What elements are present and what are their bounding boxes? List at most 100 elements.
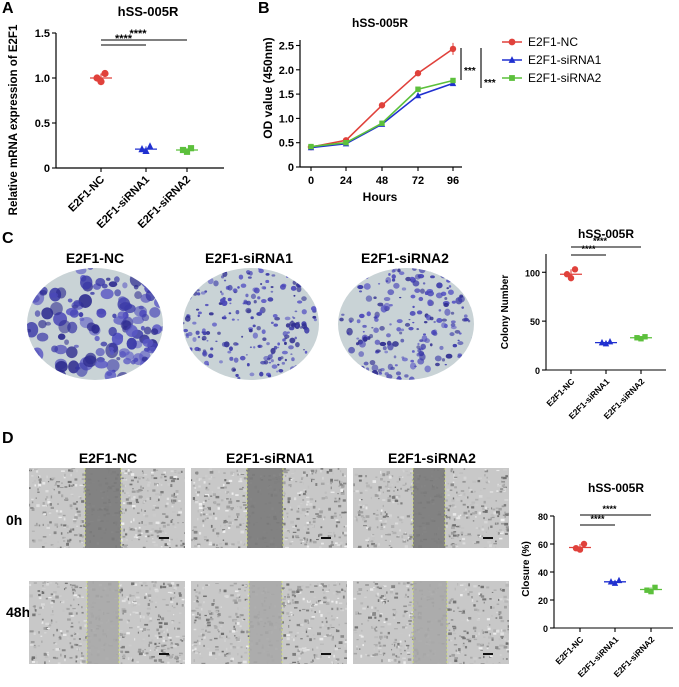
data-point [602, 339, 610, 347]
scale-bar [483, 653, 493, 655]
y-tick-label: 2.5 [279, 41, 294, 53]
data-point [642, 334, 648, 340]
data-point [138, 145, 146, 153]
data-point [142, 146, 150, 154]
wound-gap [87, 581, 119, 664]
legend-marker [509, 75, 515, 81]
data-point [606, 337, 614, 345]
cell-texture [191, 581, 347, 664]
chart-title: hSS-005R [352, 16, 408, 30]
data-point [652, 584, 658, 591]
colony-dish-nc [27, 268, 163, 380]
x-tick-label: E2F1-NC [553, 634, 585, 666]
legend-marker [508, 38, 516, 46]
y-axis-label: OD value (450nm) [261, 37, 275, 138]
wound-gap [413, 468, 445, 548]
data-point [598, 338, 606, 346]
x-tick-label: E2F1-NC [66, 174, 107, 215]
y-tick-label: 0 [535, 366, 540, 376]
y-axis-label: Closure (%) [521, 541, 532, 597]
wound-col-label-si1: E2F1-siRNA1 [226, 450, 314, 466]
series-line [310, 48, 454, 148]
data-point [648, 588, 654, 595]
y-tick-label: 50 [530, 317, 540, 327]
panel-a-chart: hSS-005R Relative mRNA expression of E2F… [8, 4, 224, 228]
cell-texture [353, 468, 509, 548]
y-tick-label: 80 [538, 512, 548, 522]
cell-texture [29, 468, 185, 548]
wound-gap [85, 468, 121, 548]
data-point [179, 146, 187, 154]
colony-stain-pattern [27, 268, 163, 380]
chart-title: hSS-005R [578, 227, 634, 241]
significance-label: **** [593, 236, 608, 246]
wound-col-label-nc: E2F1-NC [78, 450, 138, 466]
wound-gap [413, 581, 447, 664]
y-axis-label: Colony Number [500, 275, 511, 350]
y-tick-label: 0 [288, 162, 294, 174]
data-point [343, 140, 349, 146]
data-point [97, 78, 105, 86]
data-point [183, 148, 191, 155]
panel-label-b: B [258, 0, 270, 17]
data-point [146, 142, 154, 150]
colony-dish-sirna1 [183, 268, 319, 380]
wound-image-sirna2-48h [353, 581, 509, 664]
x-tick-label: 24 [340, 175, 353, 187]
data-point [634, 335, 640, 341]
chart-title: hSS-005R [118, 4, 179, 19]
scale-bar [159, 537, 169, 539]
y-tick-label: 60 [538, 540, 548, 550]
legend-marker [508, 56, 516, 63]
y-tick-label: 0 [543, 624, 548, 634]
y-tick-label: 100 [525, 268, 540, 278]
data-point [414, 91, 422, 99]
wound-image-sirna2-0h [353, 468, 509, 548]
significance-label: **** [602, 504, 617, 514]
scale-bar [321, 537, 331, 539]
data-point [571, 266, 579, 273]
colony-stain-pattern [338, 268, 474, 380]
wound-image-sirna1-48h [191, 581, 347, 664]
y-tick-label: 1.5 [35, 28, 50, 40]
data-point [187, 145, 195, 152]
y-tick-label: 0.5 [35, 118, 50, 130]
data-point [563, 271, 571, 278]
series-line [310, 82, 454, 149]
data-point [378, 102, 386, 109]
panel-label-d: D [2, 430, 14, 447]
y-tick-label: 20 [538, 596, 548, 606]
significance-label: **** [581, 244, 596, 254]
row-label-0h: 0h [6, 512, 23, 528]
colony-dish-sirna2 [338, 268, 474, 380]
data-point [567, 274, 575, 282]
data-point [615, 576, 623, 584]
chart-title: hSS-005R [588, 481, 644, 495]
y-tick-label: 0 [44, 163, 50, 175]
y-tick-label: 2.0 [279, 65, 294, 77]
wound-gap [249, 581, 282, 664]
y-tick-label: 40 [538, 568, 548, 578]
x-tick-label: E2F1-NC [544, 376, 576, 408]
panel-label-a: A [2, 0, 14, 17]
dish-label-si1: E2F1-siRNA1 [205, 250, 293, 266]
x-tick-label: 0 [308, 175, 314, 187]
legend-label: E2F1-NC [528, 35, 578, 49]
data-point [638, 336, 644, 342]
legend-label: E2F1-siRNA1 [528, 53, 602, 67]
panel-label-c: C [2, 230, 14, 247]
data-point [580, 540, 588, 548]
significance-label: *** [464, 66, 476, 77]
scale-bar [483, 537, 493, 539]
x-tick-label: 48 [376, 175, 388, 187]
panel-b-chart: hSS-005R OD value (450nm) Hours 0 0.5 1.0 1… [261, 16, 602, 204]
wound-gap [247, 468, 283, 548]
colony-stain-pattern [183, 268, 319, 380]
wound-image-nc-0h [29, 468, 185, 548]
y-tick-label: 1.5 [279, 89, 294, 101]
x-tick-label: 96 [447, 175, 459, 187]
significance-label: **** [129, 28, 147, 40]
data-point [414, 70, 422, 77]
legend-label: E2F1-siRNA2 [528, 71, 602, 85]
